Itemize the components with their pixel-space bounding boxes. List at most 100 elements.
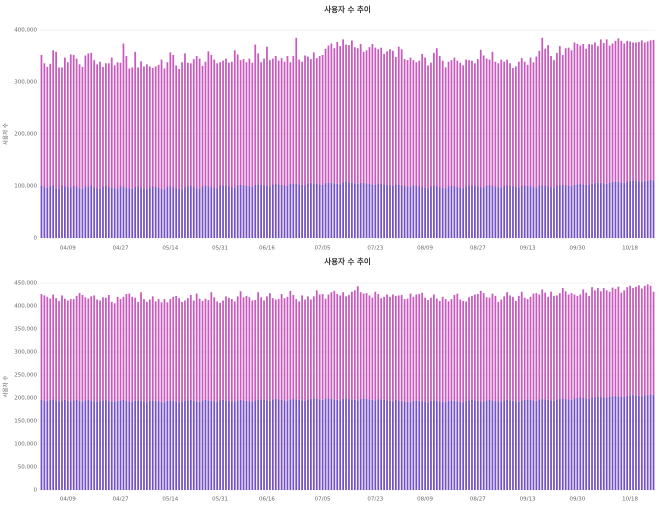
bar-segment — [333, 290, 336, 400]
bar-segment — [251, 401, 254, 490]
bar-segment — [137, 301, 139, 401]
bar-segment — [52, 50, 55, 186]
bar-segment — [635, 42, 637, 181]
bar-segment — [277, 299, 280, 400]
bar-segment — [523, 185, 526, 238]
bar-segment — [245, 186, 248, 238]
bar-segment — [321, 294, 324, 400]
bar-segment — [365, 293, 368, 399]
bar-segment — [342, 39, 344, 183]
bar-segment — [64, 57, 66, 187]
bar-segment — [427, 188, 429, 238]
bar-segment — [529, 57, 532, 187]
bar-segment — [295, 299, 298, 400]
bar-segment — [389, 296, 391, 401]
bar-segment — [515, 401, 517, 490]
bar-segment — [441, 60, 444, 188]
bar-segment — [119, 299, 122, 401]
bar-segment — [163, 189, 166, 238]
bar-segment — [228, 297, 230, 401]
bar-segment — [520, 291, 523, 401]
chart-title: 사용자 수 추이 — [324, 4, 371, 14]
bar-segment — [128, 68, 131, 189]
bar-segment — [471, 185, 473, 238]
bar-segment — [69, 299, 72, 402]
bar-segment — [544, 399, 547, 490]
bar-segment — [564, 48, 567, 186]
bar-segment — [64, 399, 66, 490]
bar-segment — [110, 187, 113, 238]
bar-segment — [576, 184, 579, 238]
bar-segment — [257, 53, 260, 185]
bar-segment — [561, 54, 564, 185]
bar-segment — [207, 186, 210, 238]
bar-segment — [172, 187, 175, 238]
bar-segment — [228, 186, 230, 238]
bar-segment — [151, 67, 154, 187]
bar-segment — [424, 401, 426, 490]
bar-segment — [64, 186, 66, 238]
bar-segment — [148, 187, 151, 238]
bar-segment — [260, 297, 262, 400]
bar-segment — [406, 298, 409, 402]
bar-segment — [435, 400, 438, 490]
bar-segment — [459, 62, 462, 188]
y-tick-label: 150,000 — [14, 419, 37, 425]
bar-segment — [362, 293, 365, 399]
bar-segment — [389, 49, 391, 186]
bar-segment — [178, 69, 180, 189]
bar-segment — [333, 48, 336, 184]
bar-segment — [187, 186, 189, 238]
bar-segment — [160, 59, 163, 189]
bar-segment — [324, 182, 327, 238]
bar-segment — [61, 67, 63, 186]
bar-segment — [403, 186, 406, 238]
bar-segment — [626, 40, 629, 182]
bar-segment — [242, 59, 245, 186]
bar-segment — [286, 186, 289, 238]
bar-segment — [602, 288, 605, 398]
bar-segment — [567, 47, 570, 187]
x-tick-label: 05/31 — [212, 246, 228, 252]
x-tick-label: 08/27 — [470, 246, 486, 252]
bar-segment — [307, 399, 309, 490]
bar-segment — [450, 400, 453, 490]
bar-segment — [462, 402, 465, 490]
y-tick-label: 100,000 — [14, 184, 37, 190]
bar-segment — [406, 401, 409, 490]
bar-segment — [485, 400, 488, 490]
bar-segment — [617, 38, 620, 182]
bar-segment — [447, 186, 450, 238]
bar-segment — [333, 399, 336, 490]
bar-segment — [629, 285, 631, 396]
bar-segment — [342, 292, 344, 399]
bar-segment — [394, 399, 397, 490]
bar-segment — [620, 182, 623, 238]
bar-segment — [271, 298, 274, 400]
bar-segment — [479, 49, 482, 188]
x-tick-label: 07/05 — [315, 246, 331, 252]
bar-segment — [116, 62, 119, 189]
bar-segment — [427, 300, 429, 403]
bar-segment — [295, 399, 298, 490]
bar-segment — [582, 289, 585, 398]
bar-segment — [573, 294, 576, 399]
bar-segment — [266, 186, 268, 238]
bar-segment — [652, 394, 655, 490]
bar-segment — [330, 398, 333, 490]
bar-segment — [242, 297, 245, 401]
bar-segment — [292, 294, 295, 399]
bar-segment — [459, 299, 462, 402]
bar-segment — [219, 400, 221, 490]
bar-segment — [594, 397, 596, 490]
bar-segment — [646, 41, 649, 181]
bar-segment — [394, 57, 397, 185]
bar-segment — [248, 297, 251, 402]
bar-segment — [435, 48, 438, 187]
bar-segment — [620, 396, 623, 490]
bar-segment — [187, 298, 189, 401]
bar-segment — [617, 286, 620, 397]
bar-segment — [166, 187, 169, 238]
bar-segment — [78, 293, 81, 401]
bar-segment — [307, 56, 309, 184]
